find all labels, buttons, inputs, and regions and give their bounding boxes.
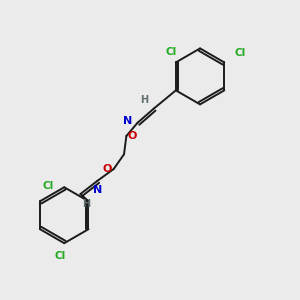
Text: O: O xyxy=(103,164,112,174)
Text: N: N xyxy=(123,116,132,126)
Text: Cl: Cl xyxy=(166,47,177,57)
Text: Cl: Cl xyxy=(54,250,65,261)
Text: Cl: Cl xyxy=(235,48,246,58)
Text: H: H xyxy=(82,199,90,209)
Text: N: N xyxy=(93,185,102,195)
Text: O: O xyxy=(128,131,137,141)
Text: H: H xyxy=(140,95,148,105)
Text: Cl: Cl xyxy=(43,181,54,191)
